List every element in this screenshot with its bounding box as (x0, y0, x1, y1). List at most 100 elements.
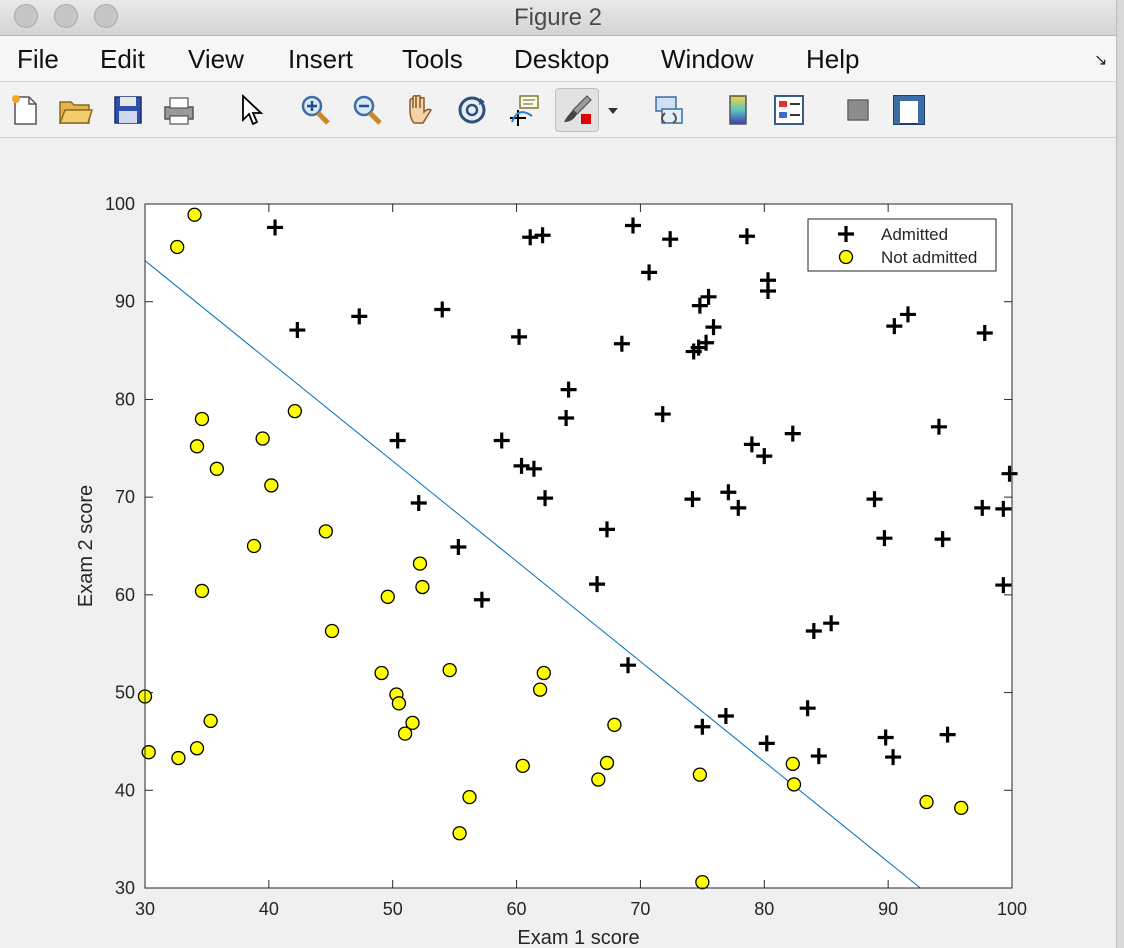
admitted-point (823, 615, 840, 632)
admitted-point (511, 328, 528, 345)
zoom-window-button[interactable] (94, 4, 118, 28)
not-admitted-point (536, 665, 551, 681)
menu-insert[interactable]: Insert (288, 44, 354, 74)
admitted-point (700, 288, 717, 305)
admitted-point (717, 708, 734, 725)
hide-plot-tools-icon[interactable] (840, 92, 876, 128)
not-admitted-point (442, 662, 457, 678)
not-admitted-point (954, 800, 969, 816)
x-tick-label: 90 (878, 899, 898, 919)
menu-edit[interactable]: Edit (100, 44, 145, 74)
not-admitted-point (189, 741, 205, 756)
menu-overflow-arrow-icon[interactable]: ↘ (1094, 52, 1108, 69)
y-tick-label: 80 (115, 389, 135, 409)
admitted-point (534, 227, 551, 244)
close-window-button[interactable] (14, 4, 38, 28)
admitted-point (799, 700, 816, 717)
brush-dropdown-icon[interactable] (604, 92, 622, 128)
admitted-point (684, 491, 701, 508)
admitted-point (930, 418, 947, 435)
not-admitted-point (405, 715, 420, 731)
menu-tools[interactable]: Tools (402, 44, 463, 74)
brush-button[interactable] (555, 88, 599, 132)
not-admitted-point (318, 524, 333, 539)
x-tick-label: 30 (135, 899, 155, 919)
not-admitted-point (391, 696, 407, 711)
not-admitted-point (380, 589, 395, 604)
admitted-point (641, 264, 658, 281)
admitted-point (934, 531, 951, 548)
minimize-window-button[interactable] (54, 4, 78, 28)
legend-admitted-marker (838, 226, 854, 242)
y-axis-label: Exam 2 score (75, 485, 97, 607)
admitted-point (720, 484, 737, 501)
admitted-point (560, 381, 577, 398)
zoom-in-icon[interactable] (297, 92, 333, 128)
legend-box (807, 218, 997, 272)
not-admitted-point (264, 478, 279, 493)
admitted-point (876, 530, 893, 547)
pan-hand-icon[interactable] (401, 92, 437, 128)
y-tick-label: 70 (115, 487, 135, 507)
open-file-icon[interactable] (57, 92, 93, 128)
figure-canvas[interactable]: 30 40 50 60 70 80 90 100 30 40 50 60 70 80 90 100 Exam 1… (0, 138, 1116, 948)
menu-file[interactable]: File (17, 44, 59, 74)
rotate-3d-icon[interactable] (454, 92, 490, 128)
axes-box (144, 203, 1013, 889)
admitted-point (730, 499, 747, 516)
window-title: Figure 2 (513, 4, 603, 31)
admitted-point (450, 538, 467, 555)
admitted-point (624, 217, 641, 234)
admitted-point (289, 322, 306, 339)
scatter-plot[interactable]: 30 40 50 60 70 80 90 100 30 40 50 60 70 80 90 100 Exam 1… (0, 138, 1116, 948)
admitted-point (705, 319, 722, 336)
not-admitted-point (515, 758, 530, 774)
menu-view[interactable]: View (188, 44, 244, 74)
zoom-out-icon[interactable] (349, 92, 385, 128)
colorbar-icon[interactable] (720, 92, 756, 128)
data-cursor-icon[interactable] (506, 92, 542, 128)
not-admitted-point (194, 411, 210, 427)
admitted-point (691, 297, 708, 314)
not-admitted-point (246, 538, 262, 554)
x-tick-label: 60 (507, 899, 527, 919)
x-tick-label: 80 (754, 899, 774, 919)
legend-icon[interactable] (771, 92, 807, 128)
y-tick-label: 60 (115, 585, 135, 605)
not-admitted-point (194, 583, 210, 599)
not-admitted-point (785, 756, 800, 772)
not-admitted-point (187, 207, 202, 222)
admitted-point (525, 460, 542, 477)
not-admitted-point (170, 239, 185, 255)
menu-help[interactable]: Help (806, 44, 860, 74)
save-icon[interactable] (110, 92, 146, 128)
admitted-point (351, 308, 368, 325)
new-figure-icon[interactable] (6, 92, 42, 128)
not-admitted-point (189, 439, 205, 454)
pointer-icon[interactable] (232, 92, 268, 128)
admitted-point (434, 301, 451, 318)
menu-window[interactable]: Window (661, 44, 754, 74)
admitted-point (805, 623, 822, 640)
show-plot-tools-icon[interactable] (891, 92, 927, 128)
admitted-point (976, 324, 993, 341)
admitted-point (758, 735, 775, 752)
link-plot-icon[interactable] (651, 92, 687, 128)
not-admitted-point (607, 717, 622, 732)
not-admitted-point (141, 745, 156, 760)
y-tick-label: 50 (115, 683, 135, 703)
admitted-point (974, 499, 991, 516)
admitted-point (694, 718, 711, 735)
title-bar[interactable]: Figure 2 (0, 0, 1116, 36)
menu-desktop[interactable]: Desktop (514, 44, 610, 74)
not-admitted-point (171, 750, 186, 766)
not-admitted-point (532, 682, 548, 697)
admitted-point (598, 521, 615, 538)
admitted-point (886, 318, 903, 335)
admitted-point (558, 409, 575, 426)
print-icon[interactable] (161, 92, 197, 128)
not-admitted-point (287, 404, 303, 419)
brush-icon[interactable] (559, 92, 595, 128)
admitted-point (743, 436, 760, 453)
